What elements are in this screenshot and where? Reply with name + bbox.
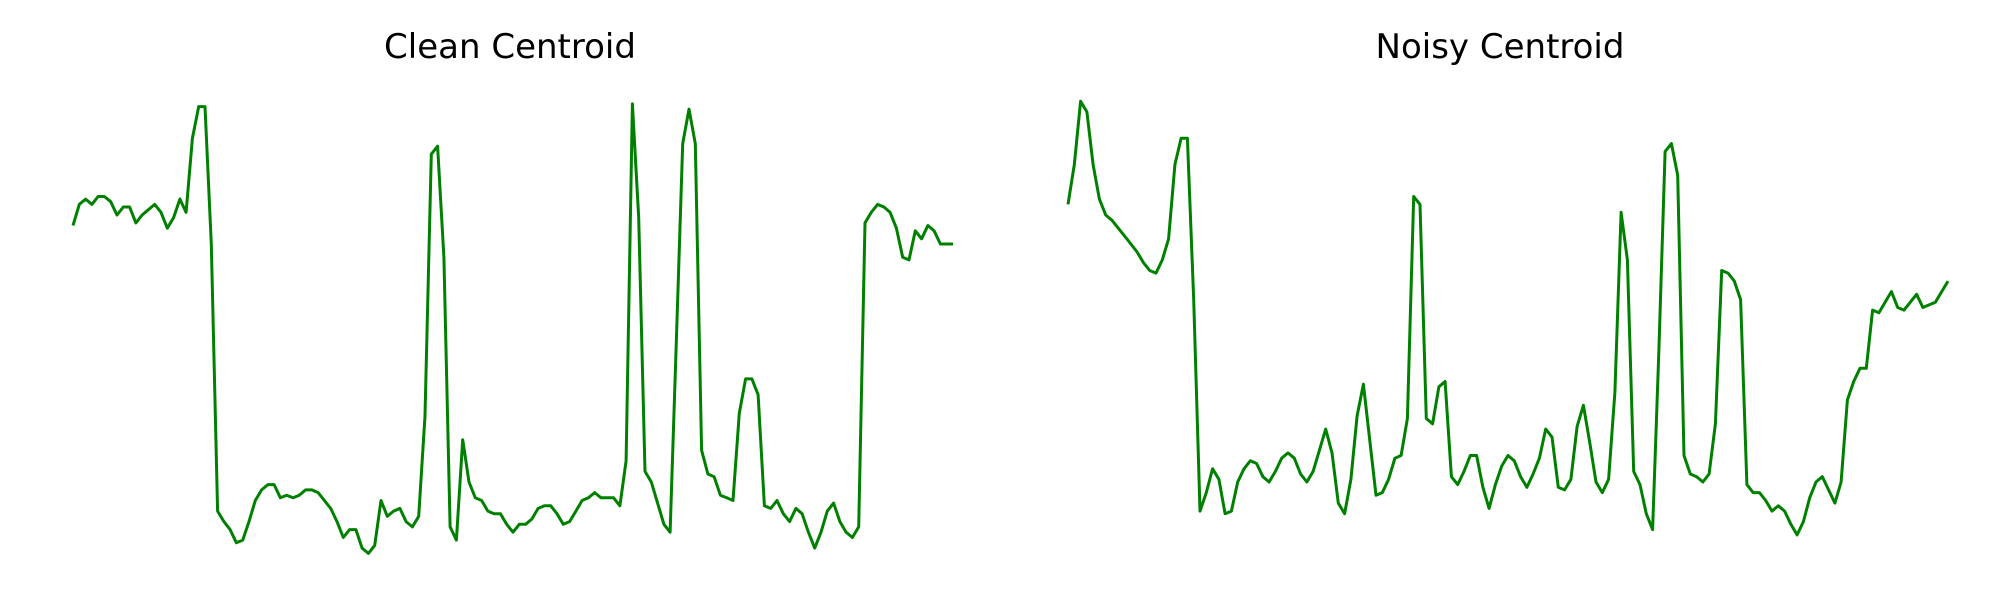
series-line-0-0 [71,102,953,555]
right-chart-title: Noisy Centroid [1376,27,1625,67]
series-line-1-0 [1066,99,1950,537]
left-chart-title: Clean Centroid [384,27,636,67]
left-chart-series [71,102,953,555]
left-chart: Clean Centroid [71,27,953,555]
right-chart: Noisy Centroid [1066,27,1950,537]
right-chart-series [1066,99,1950,537]
